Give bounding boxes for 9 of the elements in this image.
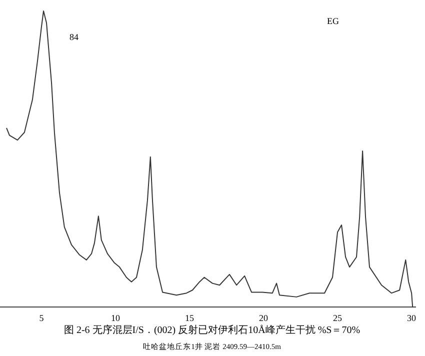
x-tick-label: 15 xyxy=(184,313,194,323)
x-tick-label: 5 xyxy=(39,313,44,323)
text: 图 2-6 无序混层I/S．(002) 反射已对伊利石10Å峰产生干扰 %S＝70% xyxy=(64,324,360,336)
x-tick-label: 20 xyxy=(259,313,269,323)
x-tick-label: 25 xyxy=(333,313,343,323)
x-tick-label: 10 xyxy=(110,313,120,323)
annotation: EG xyxy=(327,16,340,26)
x-tick-label: 30 xyxy=(407,313,417,323)
annotation: 84 xyxy=(70,32,79,42)
